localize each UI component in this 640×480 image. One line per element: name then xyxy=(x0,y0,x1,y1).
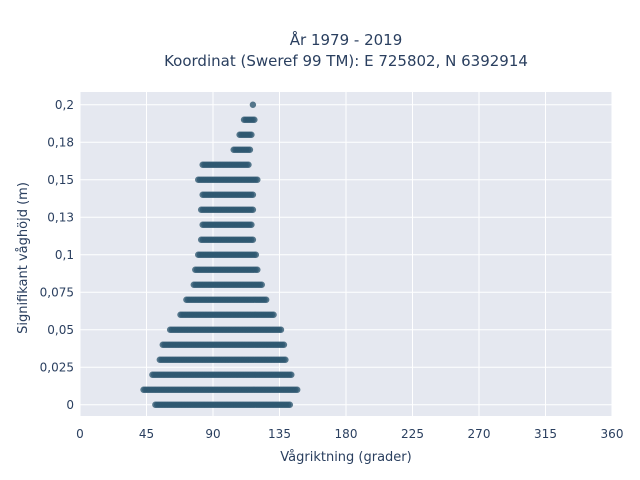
data-point xyxy=(248,221,255,228)
y-tick-labels: 0 0,025 0,05 0,075 0,1 0,13 0,15 0,18 0,2 xyxy=(40,98,74,412)
grid xyxy=(79,92,613,416)
chart-title-line1: År 1979 - 2019 xyxy=(290,30,403,49)
data-point xyxy=(246,146,254,153)
x-tick-label: 315 xyxy=(534,427,557,441)
data-point xyxy=(245,161,252,168)
x-tick-label: 270 xyxy=(468,427,491,441)
data-point xyxy=(258,281,265,288)
data-point xyxy=(263,296,270,303)
data-point xyxy=(249,101,257,108)
data-point xyxy=(251,116,258,123)
x-tick-label: 90 xyxy=(205,427,220,441)
x-tick-label: 45 xyxy=(139,427,154,441)
data-point xyxy=(254,266,261,273)
y-tick-label: 0,2 xyxy=(55,98,74,112)
data-point xyxy=(270,311,277,318)
data-point xyxy=(249,236,257,243)
x-tick-label: 0 xyxy=(76,427,84,441)
y-tick-label: 0,05 xyxy=(47,323,74,337)
data-point xyxy=(294,386,301,393)
data-point xyxy=(282,356,289,363)
data-points xyxy=(140,101,301,408)
x-tick-label: 135 xyxy=(268,427,291,441)
x-tick-labels: 0 45 90 135 180 225 270 315 360 xyxy=(76,427,623,441)
chart-title-line2: Koordinat (Sweref 99 TM): E 725802, N 63… xyxy=(164,52,528,70)
y-tick-label: 0,15 xyxy=(47,173,74,187)
x-tick-label: 225 xyxy=(401,427,424,441)
data-point xyxy=(248,131,255,138)
data-point xyxy=(249,191,257,198)
y-tick-label: 0 xyxy=(66,398,74,412)
x-tick-label: 180 xyxy=(335,427,358,441)
x-tick-label: 360 xyxy=(601,427,624,441)
data-point xyxy=(280,341,288,348)
data-point xyxy=(249,206,257,213)
data-point xyxy=(288,371,295,378)
y-tick-label: 0,1 xyxy=(55,248,74,262)
x-axis-label: Vågriktning (grader) xyxy=(280,450,411,465)
y-tick-label: 0,025 xyxy=(40,360,74,374)
data-point xyxy=(254,176,261,183)
data-point xyxy=(286,401,294,408)
data-point xyxy=(252,251,260,258)
y-axis-label: Signifikant våghöjd (m) xyxy=(16,182,31,334)
y-tick-label: 0,075 xyxy=(40,285,74,299)
data-point xyxy=(277,326,285,333)
y-tick-label: 0,18 xyxy=(47,135,74,149)
y-tick-label: 0,13 xyxy=(47,210,74,224)
